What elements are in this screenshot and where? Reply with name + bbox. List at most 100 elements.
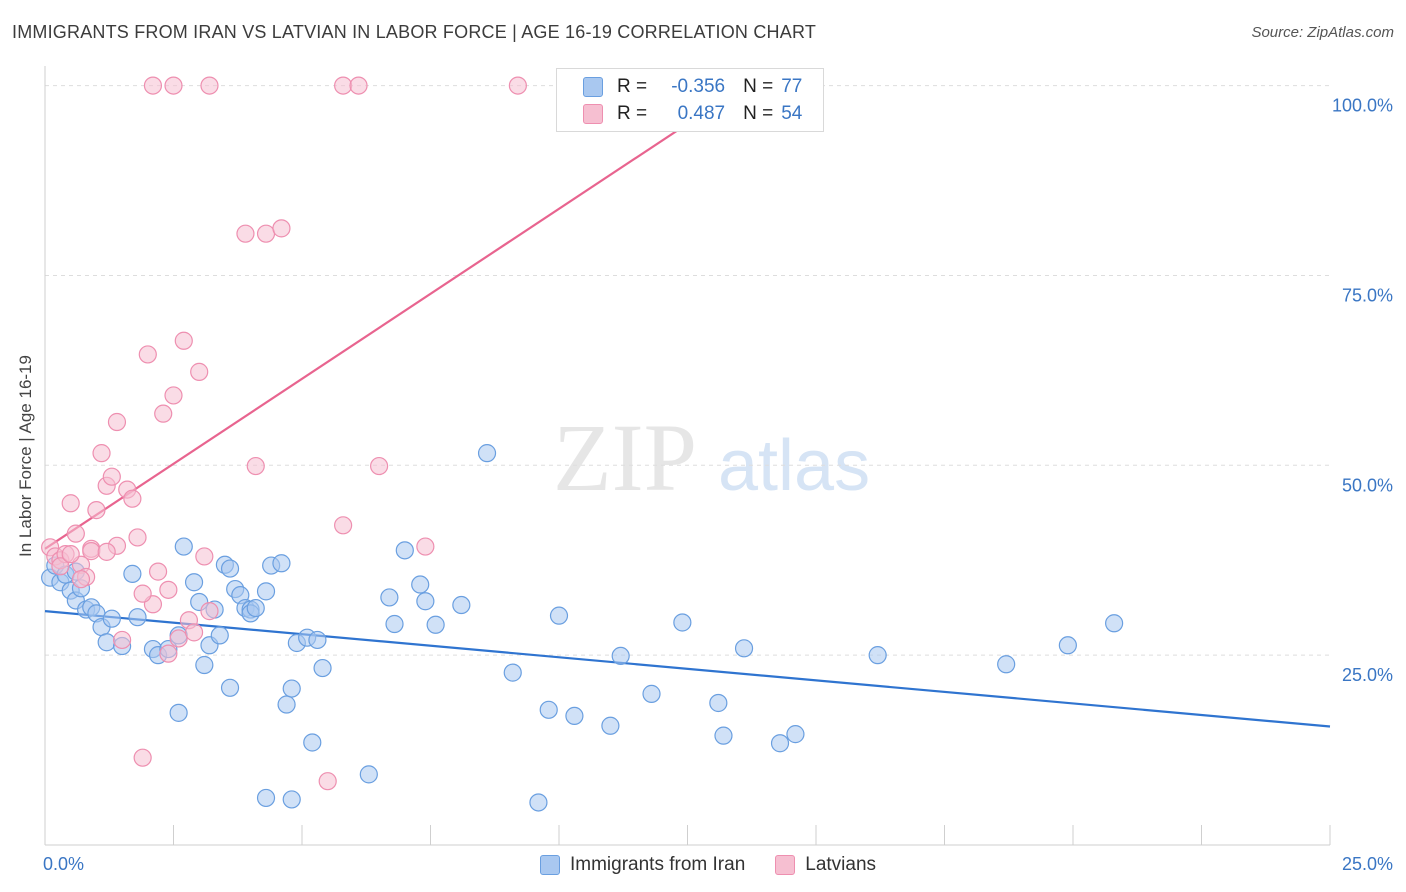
data-point-iran	[220, 559, 240, 578]
y-tick-label: 75.0%	[1342, 285, 1393, 305]
data-points	[41, 76, 1124, 812]
data-point-latvians	[148, 562, 168, 581]
data-point-latvians	[92, 444, 111, 463]
data-point-latvians	[195, 547, 214, 566]
data-point-iran	[416, 592, 435, 611]
watermark: ZIP atlas	[553, 404, 870, 511]
trend-line-iran	[44, 610, 1331, 728]
data-point-iran	[642, 684, 661, 703]
data-point-latvians	[370, 456, 389, 476]
data-point-latvians	[128, 528, 147, 547]
data-point-iran	[277, 695, 296, 714]
data-point-iran	[411, 575, 430, 594]
data-point-latvians	[87, 501, 106, 520]
data-point-latvians	[61, 494, 80, 513]
data-point-latvians	[334, 516, 353, 535]
data-point-latvians	[159, 644, 178, 663]
data-point-iran	[601, 716, 620, 735]
data-point-latvians	[143, 76, 163, 95]
data-point-iran	[169, 703, 188, 722]
stats-row-latvians: R = 0.487 N = 54	[557, 101, 802, 127]
data-point-latvians	[256, 224, 276, 243]
data-point-iran	[1105, 614, 1124, 633]
legend-item-iran[interactable]: Immigrants from Iran	[540, 854, 745, 876]
data-point-latvians	[349, 76, 368, 95]
r-value: -0.356	[671, 76, 726, 97]
r-label: R =	[617, 76, 648, 97]
latvians-swatch	[583, 104, 603, 124]
data-point-latvians	[318, 772, 337, 791]
data-point-latvians	[102, 467, 121, 486]
data-point-latvians	[133, 584, 152, 603]
data-point-iran	[477, 444, 497, 463]
data-point-latvians	[97, 542, 116, 561]
data-point-latvians	[61, 545, 80, 564]
data-point-latvians	[154, 404, 173, 423]
n-value: 77	[781, 76, 803, 97]
data-point-iran	[395, 541, 414, 560]
data-point-latvians	[169, 629, 188, 648]
data-point-iran	[282, 679, 301, 698]
data-point-iran	[380, 588, 399, 607]
data-point-iran	[673, 613, 692, 632]
data-point-iran	[709, 693, 728, 713]
data-point-latvians	[190, 362, 209, 381]
correlation-stats-box: R = -0.356 N = 77 R = 0.487 N = 54	[556, 68, 824, 132]
chart-title: IMMIGRANTS FROM IRAN VS LATVIAN IN LABOR…	[12, 22, 817, 42]
data-point-iran	[770, 734, 790, 753]
data-point-iran	[385, 614, 404, 634]
data-point-latvians	[123, 489, 142, 508]
data-point-latvians	[51, 557, 70, 576]
data-point-iran	[184, 573, 204, 592]
legend-swatch-latvians	[775, 855, 796, 875]
data-point-latvians	[164, 76, 183, 95]
data-point-latvians	[416, 537, 435, 556]
data-point-iran	[503, 663, 522, 682]
n-label: N =	[743, 76, 774, 97]
data-point-latvians	[272, 219, 291, 238]
data-point-iran	[220, 678, 240, 697]
trend-line-latvians	[44, 92, 735, 550]
data-point-iran	[539, 700, 558, 719]
data-point-latvians	[334, 76, 353, 95]
data-point-latvians	[200, 76, 219, 95]
data-point-iran	[174, 537, 193, 556]
x-tick-label: 25.0%	[1342, 854, 1393, 874]
legend-label-iran: Immigrants from Iran	[570, 854, 746, 875]
data-point-iran	[452, 595, 471, 615]
data-point-iran	[272, 554, 291, 573]
data-point-iran	[359, 765, 378, 784]
data-point-latvians	[164, 386, 183, 405]
data-point-latvians	[174, 331, 193, 350]
data-point-latvians	[184, 623, 204, 642]
n-value: 54	[781, 103, 803, 124]
data-point-iran	[529, 793, 548, 812]
data-point-latvians	[246, 456, 265, 476]
watermark-zip: ZIP	[553, 404, 697, 511]
x-tick-label: 0.0%	[43, 854, 84, 874]
data-point-latvians	[112, 630, 132, 650]
data-point-latvians	[107, 412, 127, 432]
data-point-iran	[256, 788, 276, 808]
y-tick-label: 100.0%	[1332, 96, 1393, 116]
data-point-latvians	[236, 224, 255, 243]
data-point-iran	[128, 608, 147, 627]
data-point-iran	[426, 615, 445, 634]
r-label: R =	[617, 103, 648, 124]
data-point-iran	[997, 655, 1016, 674]
y-tick-label: 25.0%	[1342, 665, 1393, 685]
stats-row-iran: R = -0.356 N = 77	[557, 74, 802, 100]
legend-swatch-iran	[540, 855, 560, 875]
data-point-iran	[195, 655, 214, 675]
legend-item-latvians[interactable]: Latvians	[775, 854, 876, 876]
data-point-iran	[102, 609, 121, 628]
data-point-latvians	[71, 570, 91, 589]
data-point-latvians	[508, 76, 527, 95]
trend-lines	[44, 92, 1331, 728]
data-point-iran	[734, 639, 754, 658]
data-point-iran	[282, 790, 301, 809]
data-point-iran	[714, 726, 733, 745]
data-point-latvians	[159, 580, 178, 599]
data-point-iran	[246, 598, 265, 618]
iran-swatch	[583, 77, 603, 97]
